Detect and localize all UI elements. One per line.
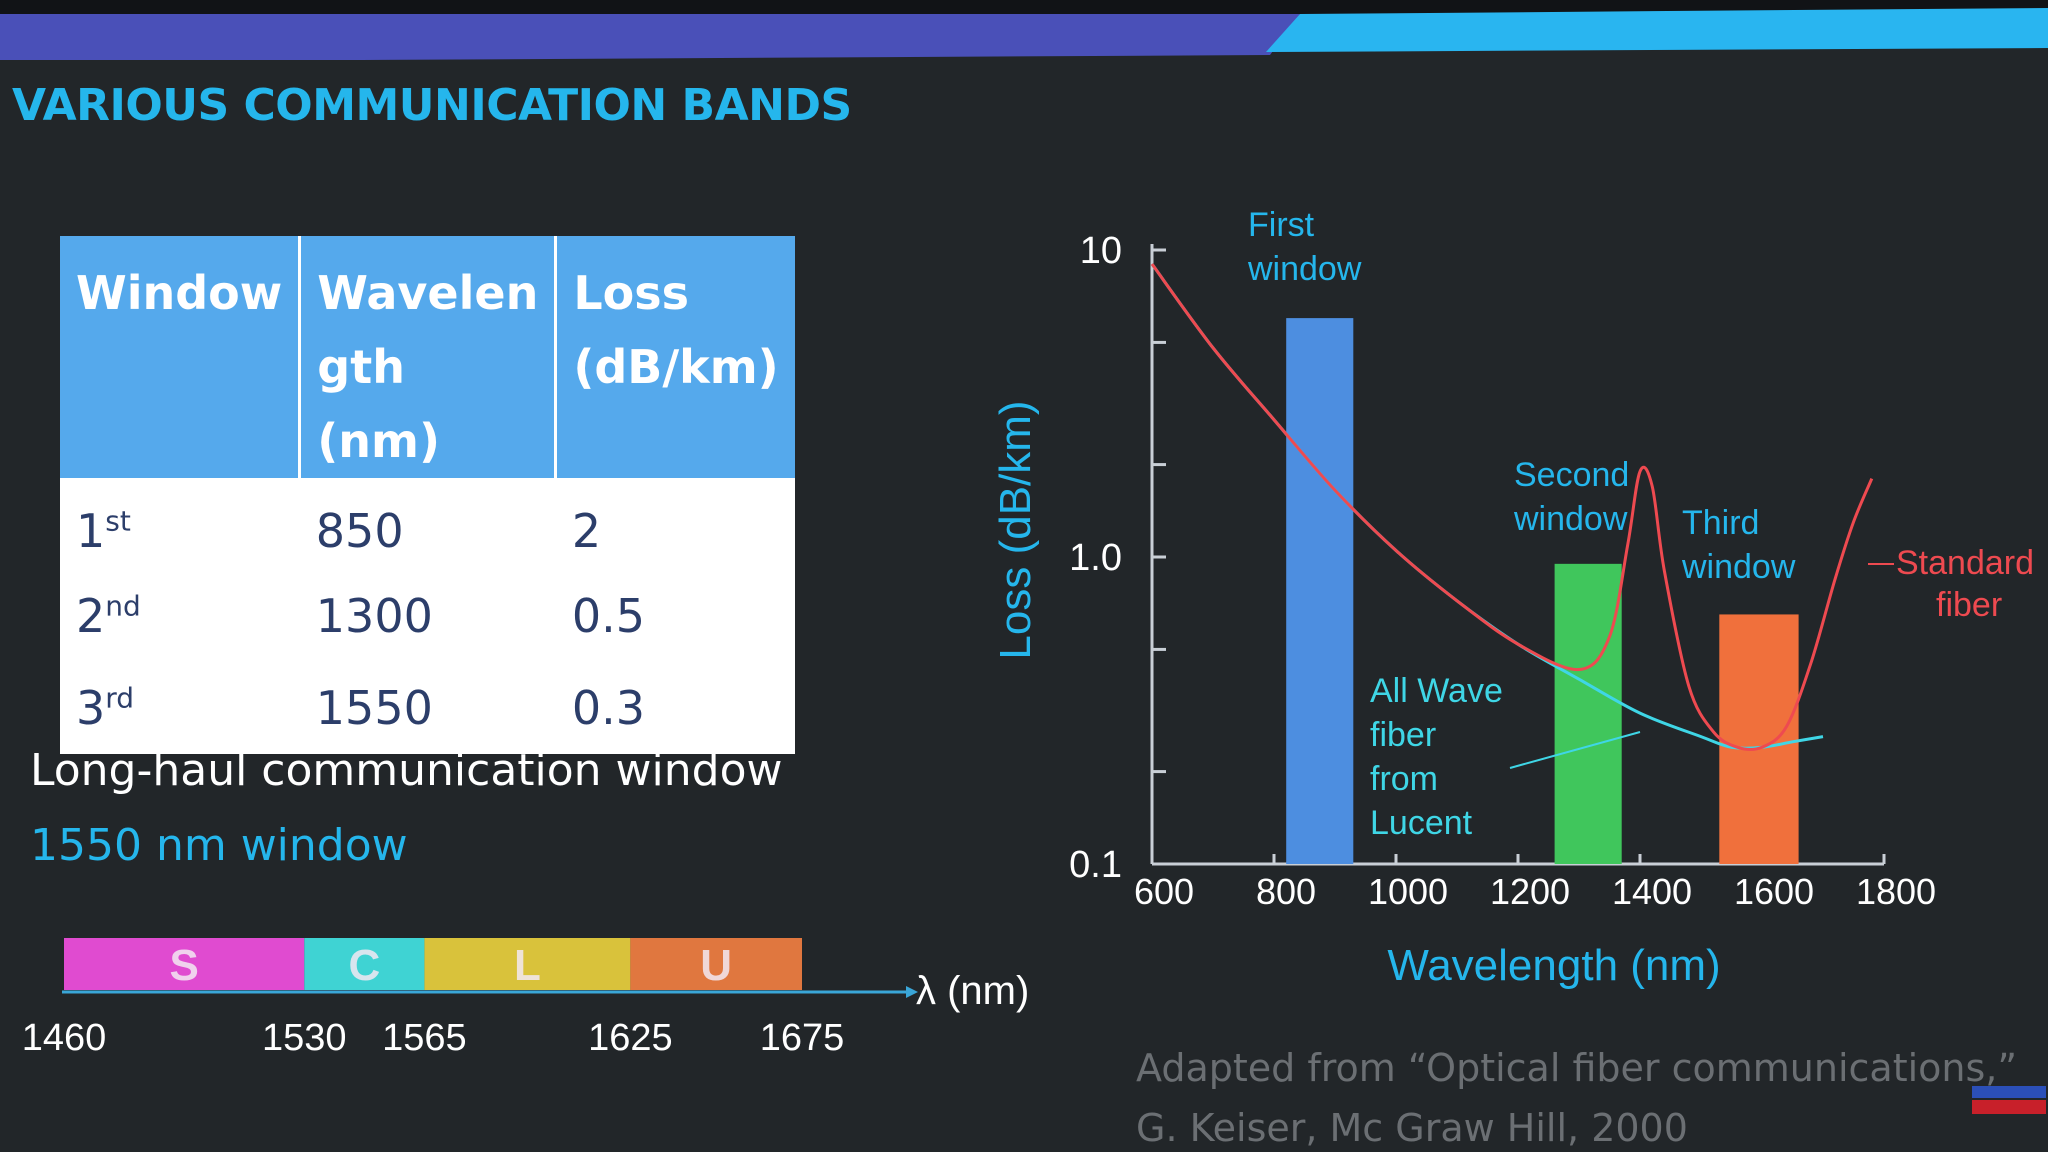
channel-logo-icon: [1972, 1086, 2046, 1114]
table-row: 3rd 1550 0.3: [60, 662, 795, 754]
band-axis-arrow: [906, 986, 918, 998]
standard-fiber-curve: [1150, 263, 1874, 752]
slide-title: VARIOUS COMMUNICATION BANDS: [12, 80, 852, 131]
loss-table: Window Wavelen gth (nm) Loss (dB/km) 1st…: [60, 236, 795, 754]
first-window-label: First window: [1247, 206, 1362, 288]
band-label-s: S: [169, 941, 198, 990]
first-window-label-line: window: [1247, 250, 1362, 288]
allwave-fiber-label-line: Lucent: [1370, 804, 1473, 842]
band-c: [304, 938, 425, 990]
second-window-label: Second window: [1513, 456, 1629, 538]
chart-axes: 10 1.0 0.1 600 800 1000 1200 1400 1600 1800 Wavele…: [991, 230, 1936, 990]
header-loss-line1: Loss: [573, 266, 690, 320]
y-tick-label: 1.0: [1069, 537, 1122, 579]
band-label-l: L: [514, 941, 541, 990]
window-ordinal: nd: [105, 589, 141, 623]
y-axis-title: Loss (dB/km): [991, 400, 1040, 659]
x-tick-label: 1400: [1612, 871, 1692, 912]
band-l: [424, 938, 631, 990]
cell-window: 2nd: [60, 570, 300, 662]
band-u: [630, 938, 802, 990]
credit-line-1: Adapted from “Optical fiber communicatio…: [1136, 1046, 2018, 1090]
allwave-fiber-label: All Wave fiber from Lucent: [1370, 672, 1503, 842]
standard-fiber-label-line: Standard: [1896, 544, 2034, 582]
header-wavelength-line2: gth (nm): [317, 340, 441, 468]
header-loss: Loss (dB/km): [555, 236, 795, 478]
band-label-c: C: [348, 941, 380, 990]
header-window-line1: Window: [76, 266, 283, 320]
band-diagram: S C L U λ (nm) 1460 1530 1565 1625 1675: [22, 938, 1029, 1059]
window-ordinal: rd: [105, 681, 135, 715]
header-bar: [0, 0, 2048, 60]
second-window-label-line: Second: [1514, 456, 1629, 494]
x-tick-label: 800: [1256, 871, 1316, 912]
allwave-fiber-pointer: [1509, 731, 1641, 769]
second-window-bar: [1554, 563, 1622, 864]
loss-chart: 10 1.0 0.1 600 800 1000 1200 1400 1600 1800 Wavele…: [991, 206, 2034, 990]
y-tick-label: 0.1: [1069, 844, 1122, 886]
cell-window: 1st: [60, 478, 300, 570]
third-window-label-line: Third: [1682, 504, 1759, 542]
cell-loss: 2: [571, 504, 602, 558]
x-tick-label: 1200: [1490, 871, 1570, 912]
allwave-fiber-label-line: All Wave: [1370, 672, 1503, 710]
window-ordinal: st: [105, 504, 131, 538]
cell-loss: 0.5: [571, 589, 645, 643]
table-header-row: Window Wavelen gth (nm) Loss (dB/km): [60, 236, 795, 478]
window-number: 3: [76, 681, 106, 735]
band-tick-label: 1675: [760, 1017, 845, 1059]
band-tick-label: 1565: [382, 1017, 467, 1059]
longhaul-text: Long-haul communication window: [30, 745, 783, 796]
second-window-label-line: window: [1513, 500, 1628, 538]
table-row: 1st 850 2: [60, 478, 795, 570]
header-window: Window: [60, 236, 302, 478]
header-wavelength-line1: Wavelen: [317, 266, 539, 320]
first-window-bar: [1286, 318, 1354, 864]
chart-lines: [1150, 263, 1874, 752]
table-row: 2nd 1300 0.5: [60, 570, 795, 662]
band-s: [64, 938, 305, 990]
x-tick-label: 1000: [1368, 871, 1448, 912]
window-1550-text: 1550 nm window: [30, 820, 408, 871]
chart-labels: First window Second window Third window Standa…: [1247, 206, 2034, 842]
first-window-label-line: First: [1248, 206, 1315, 244]
band-tick-label: 1625: [588, 1017, 673, 1059]
y-tick-label: 10: [1080, 230, 1122, 272]
cell-wavelength: 850: [315, 504, 404, 558]
allwave-fiber-label-line: fiber: [1370, 716, 1436, 754]
band-label-u: U: [700, 941, 732, 990]
band-axis-label: λ (nm): [916, 969, 1029, 1013]
standard-fiber-label: Standard fiber: [1896, 544, 2034, 624]
header-wavelength: Wavelen gth (nm): [299, 236, 558, 478]
x-tick-label: 600: [1134, 871, 1194, 912]
cell-loss: 0.3: [571, 681, 645, 735]
band-tick-label: 1530: [262, 1017, 347, 1059]
chart-bars: [1286, 318, 1799, 864]
window-number: 1: [76, 504, 106, 558]
x-axis-title: Wavelength (nm): [1387, 941, 1720, 990]
third-window-bar: [1719, 614, 1799, 864]
band-ticks: 1460 1530 1565 1625 1675: [22, 1017, 845, 1059]
cell-window: 3rd: [60, 662, 300, 754]
standard-fiber-label-line: fiber: [1936, 586, 2002, 624]
third-window-label-line: window: [1681, 548, 1796, 586]
allwave-fiber-label-line: from: [1370, 760, 1438, 798]
third-window-label: Third window: [1681, 504, 1796, 586]
x-tick-label: 1600: [1734, 871, 1814, 912]
credit-line-2: G. Keiser, Mc Graw Hill, 2000: [1136, 1106, 1688, 1150]
window-number: 2: [76, 589, 106, 643]
header-loss-line2: (dB/km): [573, 340, 779, 394]
cell-wavelength: 1550: [315, 681, 433, 735]
band-tick-label: 1460: [22, 1017, 107, 1059]
x-tick-label: 1800: [1856, 871, 1936, 912]
cell-wavelength: 1300: [315, 589, 433, 643]
